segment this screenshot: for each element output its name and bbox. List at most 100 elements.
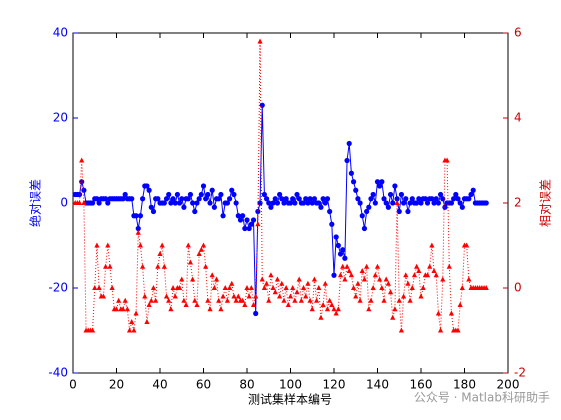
marker <box>314 297 320 303</box>
marker <box>322 280 328 286</box>
marker <box>459 285 465 290</box>
marker <box>292 297 298 303</box>
marker <box>209 272 215 278</box>
marker <box>263 280 270 286</box>
marker <box>281 200 287 206</box>
x-tick-label: 60 <box>196 378 211 392</box>
marker <box>153 297 159 303</box>
marker <box>240 213 246 219</box>
marker <box>370 285 376 290</box>
marker <box>250 217 257 223</box>
marker <box>398 327 405 333</box>
marker <box>185 242 191 248</box>
marker <box>468 191 474 198</box>
marker <box>207 200 213 206</box>
marker <box>168 306 174 312</box>
marker <box>457 302 463 307</box>
marker <box>183 302 189 307</box>
marker <box>126 327 133 333</box>
marker <box>285 302 291 307</box>
marker <box>418 293 424 299</box>
marker <box>140 196 146 202</box>
marker <box>403 196 409 202</box>
marker <box>394 200 400 205</box>
marker <box>155 263 161 269</box>
y-tick-label: 0 <box>60 196 68 210</box>
marker <box>392 183 398 189</box>
marker <box>296 196 302 202</box>
marker <box>329 221 335 227</box>
marker <box>179 196 185 202</box>
marker <box>331 272 337 278</box>
marker <box>316 285 322 290</box>
marker <box>172 293 178 299</box>
marker <box>344 263 350 269</box>
marker <box>100 293 107 299</box>
marker <box>333 234 339 240</box>
marker <box>414 200 420 206</box>
marker <box>227 196 233 202</box>
marker <box>194 200 200 206</box>
marker <box>340 263 346 269</box>
y2-tick-label: 0 <box>514 281 522 295</box>
marker <box>350 179 357 185</box>
marker <box>431 268 437 273</box>
marker <box>261 285 267 290</box>
marker <box>337 251 344 257</box>
marker <box>387 289 394 295</box>
marker <box>272 289 278 295</box>
marker <box>361 225 368 232</box>
marker <box>372 272 378 278</box>
marker <box>357 297 363 303</box>
marker <box>294 289 300 295</box>
y-axis-label: 绝对误差 <box>28 179 43 227</box>
marker <box>305 200 311 206</box>
marker <box>361 276 368 282</box>
marker <box>200 242 207 248</box>
marker <box>346 268 352 273</box>
marker <box>205 297 211 303</box>
marker <box>433 196 439 202</box>
marker <box>444 157 450 163</box>
marker <box>135 229 141 235</box>
marker <box>120 196 126 202</box>
marker <box>157 251 163 256</box>
marker <box>398 191 405 198</box>
marker <box>364 263 370 269</box>
marker <box>379 179 385 185</box>
y-tick-label: 40 <box>53 26 68 40</box>
y2-axis-label: 相对误差 <box>539 179 553 227</box>
marker <box>161 263 167 269</box>
marker <box>383 200 389 206</box>
marker <box>411 272 418 278</box>
marker <box>133 310 139 316</box>
y2-tick-label: 2 <box>514 196 522 210</box>
marker <box>168 200 174 206</box>
marker <box>213 276 220 282</box>
marker <box>390 200 396 206</box>
marker <box>409 285 415 290</box>
marker <box>292 200 298 206</box>
marker <box>309 200 315 206</box>
marker <box>429 196 435 202</box>
marker <box>266 200 272 206</box>
marker <box>433 272 439 278</box>
marker <box>403 272 409 278</box>
marker <box>368 196 374 202</box>
marker <box>96 285 102 290</box>
marker <box>401 293 407 299</box>
marker <box>340 247 346 253</box>
marker <box>300 200 307 206</box>
marker <box>370 191 376 198</box>
marker <box>250 302 257 307</box>
marker <box>355 196 361 202</box>
marker <box>387 191 394 198</box>
marker <box>305 280 311 286</box>
marker <box>379 285 385 290</box>
marker <box>440 276 446 282</box>
marker <box>385 280 391 286</box>
y2-tick-label: 6 <box>514 26 522 40</box>
marker <box>233 297 239 303</box>
marker <box>331 306 337 312</box>
